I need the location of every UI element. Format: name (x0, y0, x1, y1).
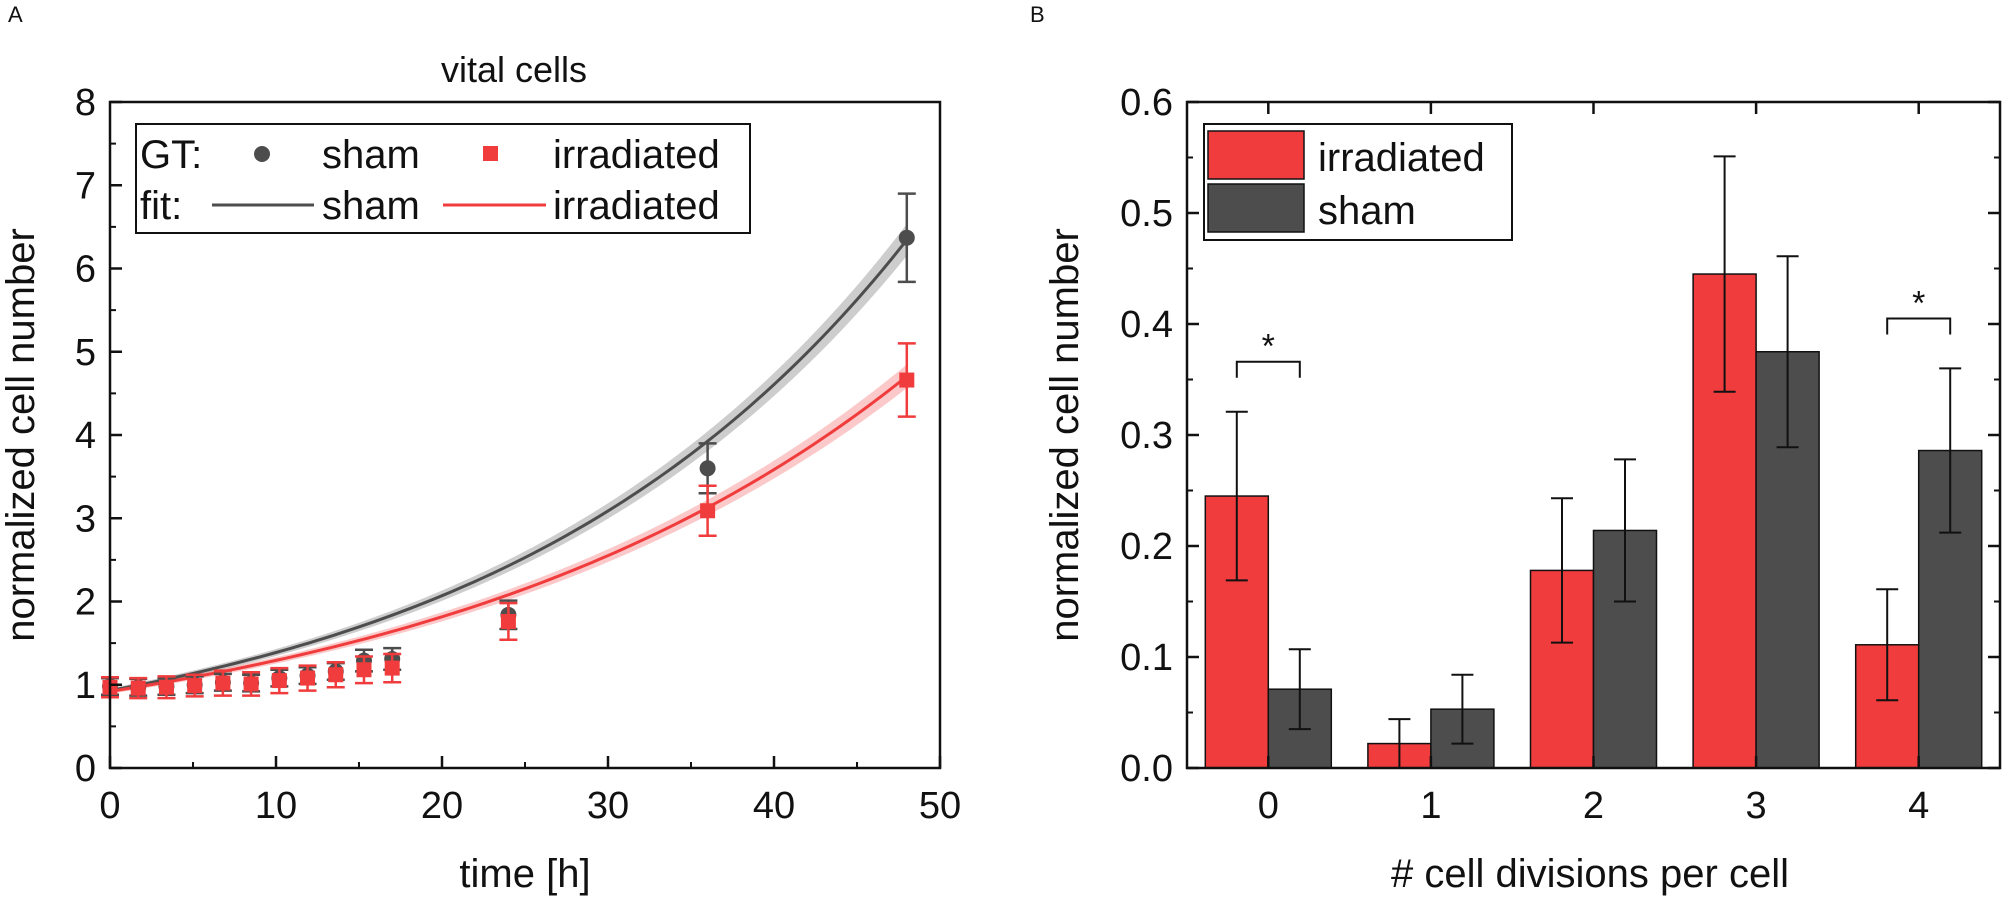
panel-b-ytick-label: 0.3 (1120, 415, 1173, 457)
panel-a-ticks (108, 100, 942, 770)
legend-irradiated-swatch (1207, 130, 1305, 180)
panel-a-legend-box (135, 123, 751, 234)
panel-b-xlabel: # cell divisions per cell (1391, 852, 1789, 896)
panel-a-ytick-label: 7 (75, 165, 96, 207)
panel-a-xtick-label: 10 (255, 785, 297, 827)
panel-b-tick-labels: 0.0 0.1 0.2 0.3 0.4 0.5 0.6 0 1 2 3 4 (1120, 82, 1929, 827)
point-irradiated (158, 679, 174, 695)
point-irradiated (356, 662, 372, 678)
panel-a-title: vital cells (441, 49, 587, 90)
panel-a-ytick-label: 1 (75, 665, 96, 707)
panel-a-ytick-label: 4 (75, 415, 96, 457)
legend-gt-label: GT: (140, 133, 202, 177)
panel-a-data-points (101, 192, 916, 700)
panel-a-xtick-label: 20 (421, 785, 463, 827)
legend-gt-irradiated-marker (483, 146, 498, 161)
panel-a: A vital cells 0 10 20 30 40 50 0 1 2 3 4 5 6 7 8 time … (0, 2, 961, 896)
legend-fit-sham-label: sham (322, 184, 420, 228)
legend-gt-irradiated-label: irradiated (553, 133, 720, 177)
panel-a-ytick-label: 5 (75, 332, 96, 374)
panel-b-ytick-label: 0.2 (1120, 526, 1173, 568)
panel-a-xtick-label: 40 (753, 785, 795, 827)
significance-star: * (1912, 284, 1925, 322)
panel-a-fit-lines (109, 238, 908, 693)
panel-b-xtick-label: 3 (1746, 785, 1767, 827)
panel-a-ytick-label: 0 (75, 748, 96, 790)
point-irradiated (328, 667, 344, 683)
panel-a-ytick-label: 8 (75, 82, 96, 124)
panel-b: B 0.00.10.20.30.40.50.60 1 2 3 4 ** # cell d… (1030, 2, 2002, 896)
panel-a-letter: A (8, 2, 23, 27)
point-sham (898, 229, 915, 246)
panel-b-xtick-label: 1 (1420, 785, 1441, 827)
point-irradiated (899, 372, 915, 388)
panel-b-ytick-label: 0.6 (1120, 82, 1173, 124)
point-sham (699, 460, 716, 477)
panel-b-ylabel: normalized cell number (1043, 228, 1087, 642)
legend-gt-sham-marker (254, 146, 270, 162)
panel-a-ytick-label: 6 (75, 249, 96, 291)
legend-fit-label: fit: (140, 184, 182, 228)
point-irradiated (500, 613, 516, 629)
legend-irradiated-label: irradiated (1318, 136, 1485, 180)
panel-b-legend: irradiated sham (1203, 123, 1513, 241)
legend-gt-sham-label: sham (322, 133, 420, 177)
point-irradiated (700, 503, 716, 519)
panel-a-tick-labels: 0 10 20 30 40 50 0 1 2 3 4 5 6 7 8 (75, 82, 961, 827)
point-irradiated (271, 673, 287, 689)
legend-sham-label: sham (1318, 189, 1416, 233)
legend-sham-swatch (1207, 183, 1305, 233)
panel-b-bars (1204, 273, 1983, 769)
panel-a-xtick-label: 50 (919, 785, 961, 827)
panel-a-ylabel: normalized cell number (0, 228, 43, 642)
panel-a-ytick-label: 3 (75, 498, 96, 540)
fit-line-irradiated (109, 375, 908, 693)
point-irradiated (130, 680, 146, 696)
panel-b-xtick-label: 0 (1258, 785, 1279, 827)
significance-bracket (1235, 360, 1301, 378)
point-irradiated (300, 670, 316, 686)
legend-fit-irradiated-label: irradiated (553, 184, 720, 228)
fit-line-sham (109, 238, 908, 693)
panel-b-ytick-label: 0.5 (1120, 193, 1173, 235)
panel-b-xtick-label: 2 (1583, 785, 1604, 827)
panel-b-significance: ** (1235, 284, 1952, 378)
panel-a-xlabel: time [h] (459, 852, 590, 896)
significance-bracket (1886, 317, 1952, 335)
panel-a-ytick-label: 2 (75, 582, 96, 624)
panel-b-ytick-label: 0.1 (1120, 637, 1173, 679)
fit-band-irradiated (110, 364, 907, 694)
point-irradiated (187, 678, 203, 694)
point-irradiated (384, 660, 400, 676)
panel-a-xtick-label: 0 (99, 785, 120, 827)
point-irradiated (243, 676, 259, 692)
panel-a-legend: GT: sham irradiated fit: sham irradiated (135, 123, 751, 234)
panel-a-xtick-label: 30 (587, 785, 629, 827)
point-irradiated (215, 675, 231, 691)
significance-star: * (1262, 328, 1275, 366)
panel-b-xtick-label: 4 (1908, 785, 1929, 827)
panel-b-ytick-label: 0.4 (1120, 304, 1173, 346)
panel-b-letter: B (1030, 2, 1045, 27)
panel-b-ytick-label: 0.0 (1120, 748, 1173, 790)
panel-b-ticks (1187, 100, 2000, 770)
